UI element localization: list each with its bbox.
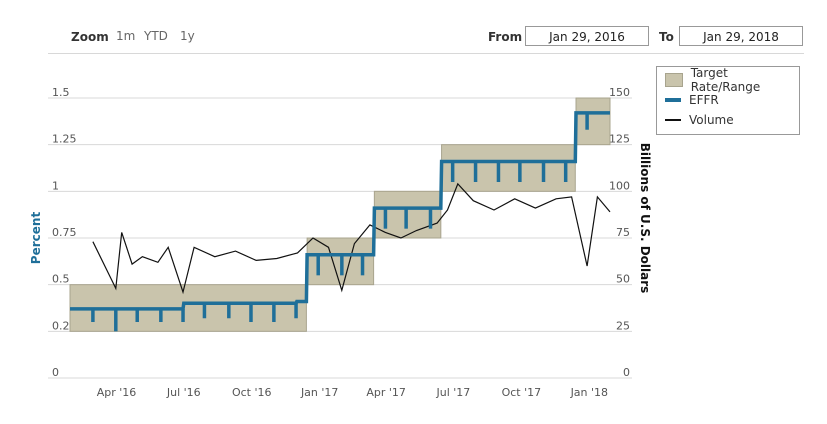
- legend-item-effr[interactable]: EFFR: [665, 92, 719, 108]
- x-tick-label: Jan '17: [300, 386, 338, 399]
- x-tick-label: Apr '17: [366, 386, 406, 399]
- zoom-label: Zoom: [71, 30, 109, 44]
- y-right-tick-label: 150: [609, 86, 630, 99]
- y-right-axis-title: Billions of U.S. Dollars: [638, 143, 652, 294]
- zoom-1y-button[interactable]: 1y: [180, 29, 195, 43]
- range-selector: Zoom 1m YTD 1y From Jan 29, 2016 To Jan …: [0, 0, 827, 60]
- zoom-1m-button[interactable]: 1m: [116, 29, 136, 43]
- y-right-tick-label: 100: [609, 179, 630, 192]
- legend-effr-label: EFFR: [689, 93, 719, 107]
- x-tick-label: Jan '18: [570, 386, 608, 399]
- target-range-band: [575, 97, 611, 146]
- y-left-axis-title: Percent: [29, 212, 43, 265]
- legend-volume-label: Volume: [689, 113, 734, 127]
- x-tick-label: Oct '17: [502, 386, 542, 399]
- legend-item-volume[interactable]: Volume: [665, 112, 734, 128]
- y-left-tick-label: 0.5: [52, 273, 70, 286]
- x-tick-label: Jul '16: [166, 386, 201, 399]
- to-label: To: [659, 30, 674, 44]
- volume-swatch: [665, 119, 681, 121]
- target-range-swatch: [665, 73, 683, 87]
- legend-item-target[interactable]: Target Rate/Range: [665, 66, 799, 94]
- x-tick-label: Jul '17: [435, 386, 470, 399]
- zoom-ytd-button[interactable]: YTD: [144, 29, 168, 43]
- y-left-tick-label: 0: [52, 366, 59, 379]
- chart-legend: Target Rate/Range EFFR Volume: [656, 66, 800, 135]
- legend-target-label: Target Rate/Range: [690, 66, 761, 94]
- to-date-input[interactable]: Jan 29, 2018: [679, 26, 803, 46]
- y-left-tick-label: 1: [52, 179, 59, 192]
- y-right-tick-label: 25: [616, 319, 630, 332]
- x-tick-label: Oct '16: [232, 386, 272, 399]
- from-date-input[interactable]: Jan 29, 2016: [525, 26, 649, 46]
- y-left-tick-label: 1.5: [52, 86, 70, 99]
- from-label: From: [488, 30, 523, 44]
- y-right-tick-label: 75: [616, 226, 630, 239]
- toolbar-divider: [48, 53, 804, 54]
- y-left-tick-label: 0.75: [52, 226, 77, 239]
- volume-series-line: [92, 182, 611, 295]
- target-range-band: [441, 144, 576, 192]
- y-right-tick-label: 125: [609, 133, 630, 146]
- x-tick-label: Apr '16: [97, 386, 137, 399]
- effr-swatch: [665, 98, 681, 102]
- y-right-tick-label: 0: [623, 366, 630, 379]
- y-right-tick-label: 50: [616, 273, 630, 286]
- y-left-tick-label: 1.25: [52, 133, 77, 146]
